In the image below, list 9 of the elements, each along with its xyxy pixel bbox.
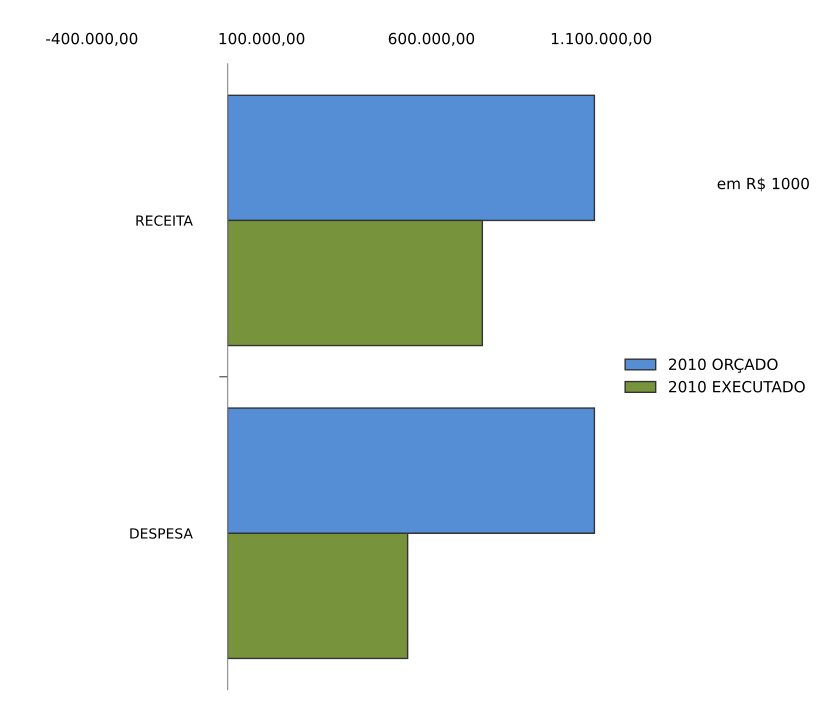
legend-label: 2010 ORÇADO xyxy=(669,358,778,373)
x-tick-label: 100.000,00 xyxy=(220,32,304,46)
y-tick-label: DESPESA xyxy=(130,528,193,539)
legend-label: 2010 EXECUTADO xyxy=(669,380,805,392)
x-tick-label: 600.000,00 xyxy=(388,32,474,46)
y-tick-label: RECEITA xyxy=(136,215,193,226)
x-tick-label: -400.000,00 xyxy=(46,32,138,46)
x-tick-label: 1.100.000,00 xyxy=(552,32,652,46)
text: em R$ 1000 xyxy=(718,177,809,192)
